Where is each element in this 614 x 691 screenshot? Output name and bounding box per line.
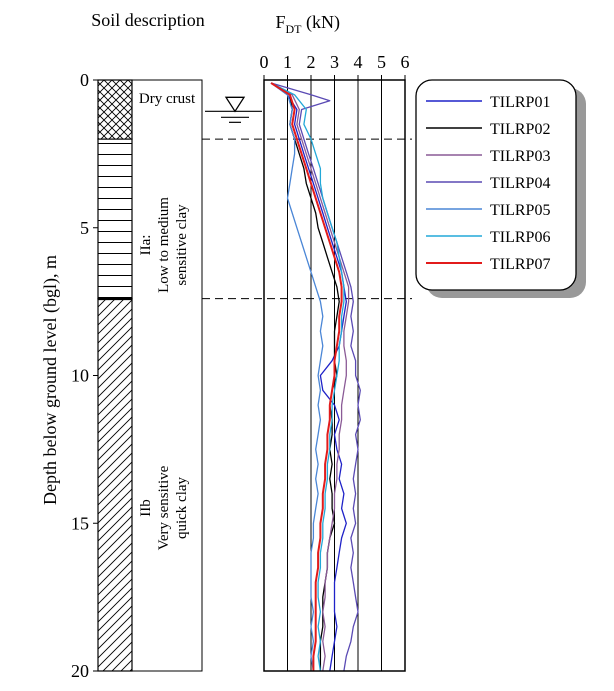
y-tick-label: 20	[71, 661, 89, 681]
y-axis-label: Depth below ground level (bgl), m	[40, 255, 61, 505]
series-line-TILRP07	[270, 82, 343, 671]
series-line-TILRP02	[270, 82, 340, 671]
legend: TILRP01 TILRP02 TILRP03 TILRP04 TILRP05 TILRP…	[426, 94, 550, 273]
layer-dry-crust-hatch	[97, 79, 133, 140]
legend-label-TILRP03: TILRP03	[490, 148, 550, 165]
layer-label-IIa-line1: IIa:	[138, 235, 154, 256]
layer-IIb-hatch	[97, 298, 133, 672]
layer-label-IIb: IIb Very sensitive quick clay	[138, 465, 190, 550]
y-tick-label: 10	[71, 366, 89, 386]
series-lines	[270, 82, 361, 672]
plot-gridlines	[287, 80, 382, 671]
legend-label-TILRP04: TILRP04	[490, 175, 550, 192]
series-line-TILRP04	[270, 82, 361, 672]
legend-label-TILRP07: TILRP07	[490, 256, 550, 273]
layer-description-box	[131, 79, 203, 672]
legend-label-TILRP05: TILRP05	[490, 202, 550, 219]
x-axis-label-subscript: DT	[286, 22, 303, 36]
layer-label-dry-crust: Dry crust	[139, 91, 196, 107]
soil-description-title: Soil description	[91, 10, 205, 30]
layer-label-IIa: IIa: Low to medium sensitive clay	[138, 197, 190, 293]
legend-label-TILRP02: TILRP02	[490, 121, 550, 138]
series-line-TILRP03	[270, 82, 350, 672]
x-tick-label: 6	[401, 52, 410, 72]
legend-label-TILRP06: TILRP06	[490, 229, 550, 246]
boundary-dashed-lines	[202, 138, 412, 300]
layer-label-IIa-line3: sensitive clay	[174, 204, 190, 286]
x-axis-label-main: FDT (kN)	[275, 12, 340, 36]
legend-label-TILRP01: TILRP01	[490, 94, 550, 111]
y-tick-label: 5	[80, 218, 89, 238]
x-tick-label: 2	[307, 52, 316, 72]
groundwater-triangle	[224, 96, 246, 113]
legend-box	[415, 79, 577, 291]
layer-label-IIb-line3: quick clay	[174, 476, 190, 539]
layer-label-IIb-line2: Very sensitive	[156, 465, 172, 550]
series-line-TILRP05	[270, 82, 324, 672]
x-tick-label: 5	[377, 52, 386, 72]
groundwater-icon	[205, 96, 262, 123]
x-tick-label: 3	[330, 52, 339, 72]
layer-label-IIb-line1: IIb	[138, 499, 154, 517]
y-axis-ticks: 0 5 10 15 20	[71, 70, 98, 681]
y-tick-label: 0	[80, 70, 89, 90]
series-line-TILRP01	[270, 82, 347, 672]
x-axis-label-unit: (kN)	[302, 12, 341, 33]
plot-frame	[263, 79, 406, 672]
x-tick-label: 0	[260, 52, 269, 72]
layer-IIa-hatch	[97, 138, 133, 300]
series-line-TILRP06	[270, 82, 345, 672]
x-axis-label-f: F	[275, 12, 285, 32]
x-tick-label: 4	[354, 52, 363, 72]
y-tick-label: 15	[71, 513, 89, 533]
layer-label-IIa-line2: Low to medium	[156, 197, 172, 293]
x-tick-label: 1	[283, 52, 292, 72]
